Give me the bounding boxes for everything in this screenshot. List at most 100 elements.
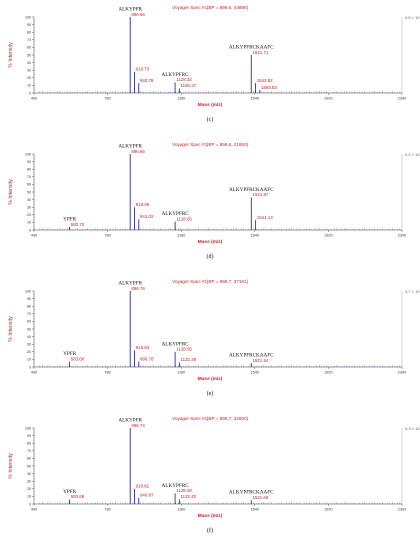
peptide-annotation: ALKYPFRC xyxy=(162,341,190,347)
y-tick-label: 30 xyxy=(27,206,31,210)
x-tick-label: 1920 xyxy=(324,97,332,101)
y-tick-label: 70 xyxy=(27,312,31,316)
x-tick-label: 780 xyxy=(104,97,110,101)
x-tick-label: 1160 xyxy=(177,371,185,375)
panel-label: (c) xyxy=(207,116,214,123)
y-axis-label: % Intensity xyxy=(8,179,14,205)
y-tick-label: 50 xyxy=(27,53,31,57)
panel-label: (e) xyxy=(207,390,214,397)
peak-label: 896.78 xyxy=(140,356,154,361)
peak-label: 896.76 xyxy=(131,286,145,291)
y-tick-label: 30 xyxy=(27,343,31,347)
y-tick-label: 100 xyxy=(25,289,31,293)
y-tick-label: 60 xyxy=(27,46,31,50)
y-tick-label: 80 xyxy=(27,442,31,446)
y-tick-label: 20 xyxy=(27,487,31,491)
peak-label: 1128.48 xyxy=(176,488,192,493)
intensity-scale: 4.3 × 10⁴ xyxy=(405,426,420,431)
y-tick-label: 10 xyxy=(27,358,31,362)
peptide-annotation: ALKYPFRCKAAFC xyxy=(229,187,274,193)
peak-label: 896.66 xyxy=(131,12,145,17)
spectrum-panel: Voyager Spec #1[BP = 896.7, 37191] 3.7 × … xyxy=(8,279,420,397)
y-axis-label: % Intensity xyxy=(8,316,14,342)
x-tick-label: 1540 xyxy=(251,234,259,238)
spectrum-header: Voyager Spec #1[BP = 896.7, 42650] xyxy=(172,416,248,421)
y-tick-label: 60 xyxy=(27,457,31,461)
y-tick-label: 0 xyxy=(29,365,31,369)
y-tick-label: 50 xyxy=(27,464,31,468)
peak-label: 940.78 xyxy=(140,78,154,83)
y-tick-label: 40 xyxy=(27,335,31,339)
y-tick-label: 60 xyxy=(27,320,31,324)
x-tick-label: 400 xyxy=(31,371,37,375)
spectrum-header: Voyager Spec #1[BP = 896.6, 44898] xyxy=(172,5,248,10)
y-tick-label: 10 xyxy=(27,84,31,88)
spectrum-panel: Voyager Spec #1[BP = 896.6, 21850] 2.2 × … xyxy=(8,142,420,260)
peak-label: 1521.84 xyxy=(252,358,268,363)
y-axis-label: % Intensity xyxy=(8,42,14,68)
baseline-noise xyxy=(39,364,401,367)
y-tick-label: 10 xyxy=(27,221,31,225)
x-tick-label: 780 xyxy=(104,508,110,512)
x-tick-label: 1540 xyxy=(251,508,259,512)
intensity-scale: 4.5 × 10⁴ xyxy=(405,15,420,20)
peak-label: 1128.65 xyxy=(176,216,192,221)
intensity-scale: 2.2 × 10⁴ xyxy=(405,152,420,157)
peak-label: 1521.68 xyxy=(252,495,268,500)
y-tick-label: 20 xyxy=(27,350,31,354)
y-tick-label: 100 xyxy=(25,15,31,19)
peak-label: 896.74 xyxy=(131,423,145,428)
peptide-annotation: YPFR xyxy=(63,489,77,495)
peptide-annotation: ALKYPFRC xyxy=(162,72,190,78)
x-tick-label: 1160 xyxy=(177,97,185,101)
x-tick-label: 2300 xyxy=(398,97,406,101)
x-tick-label: 780 xyxy=(104,234,110,238)
y-tick-label: 50 xyxy=(27,190,31,194)
x-tick-label: 2300 xyxy=(398,234,406,238)
y-tick-label: 0 xyxy=(29,502,31,506)
y-tick-label: 80 xyxy=(27,305,31,309)
peptide-annotation: ALKYPFRCKAAFC xyxy=(229,353,274,359)
y-tick-label: 80 xyxy=(27,168,31,172)
peptide-annotation: ALKYPFRCKAAFC xyxy=(229,490,274,496)
peak-label: 1565.83 xyxy=(261,85,277,90)
y-tick-label: 10 xyxy=(27,495,31,499)
x-tick-label: 1160 xyxy=(177,508,185,512)
peptide-annotation: ALKYPFR xyxy=(118,7,142,13)
peak-label: 918.81 xyxy=(136,484,150,489)
y-axis-label: % Intensity xyxy=(8,453,14,479)
y-tick-label: 40 xyxy=(27,61,31,65)
x-tick-label: 1540 xyxy=(251,371,259,375)
x-axis-label: Mass (m/z) xyxy=(198,513,223,519)
peak-label: 1543.82 xyxy=(257,78,273,83)
panel-label: (f) xyxy=(207,527,213,534)
peak-label: 1132.49 xyxy=(181,357,197,362)
y-tick-label: 30 xyxy=(27,480,31,484)
y-tick-label: 20 xyxy=(27,76,31,80)
baseline-noise xyxy=(39,227,401,230)
y-tick-label: 60 xyxy=(27,183,31,187)
x-tick-label: 400 xyxy=(31,508,37,512)
panel-label: (d) xyxy=(207,253,214,260)
x-tick-label: 1920 xyxy=(324,508,332,512)
peak-label: 918.73 xyxy=(136,67,150,72)
peak-label: 918.96 xyxy=(136,202,150,207)
peak-label: 1544.13 xyxy=(257,215,273,220)
spectrum-header: Voyager Spec #1[BP = 896.6, 21850] xyxy=(172,142,248,147)
x-tick-label: 400 xyxy=(31,234,37,238)
peptide-annotation: ALKYPFRC xyxy=(162,211,190,217)
x-tick-label: 2300 xyxy=(398,508,406,512)
y-tick-label: 90 xyxy=(27,160,31,164)
y-tick-label: 0 xyxy=(29,91,31,95)
spectrum-header: Voyager Spec #1[BP = 896.7, 37191] xyxy=(172,279,248,284)
x-tick-label: 2300 xyxy=(398,371,406,375)
y-tick-label: 70 xyxy=(27,449,31,453)
y-tick-label: 30 xyxy=(27,69,31,73)
y-tick-label: 90 xyxy=(27,434,31,438)
peak-label: 1128.32 xyxy=(176,77,192,82)
x-axis-label: Mass (m/z) xyxy=(198,102,223,108)
x-axis-label: Mass (m/z) xyxy=(198,239,223,245)
y-tick-label: 0 xyxy=(29,228,31,232)
x-axis-label: Mass (m/z) xyxy=(198,376,223,382)
